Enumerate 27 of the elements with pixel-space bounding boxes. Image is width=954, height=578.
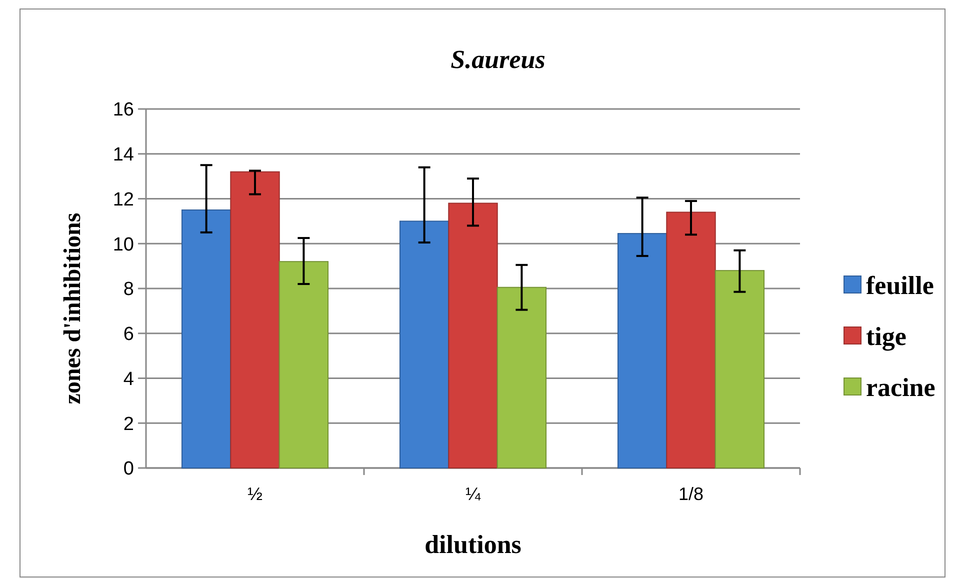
y-tick-label: 8: [123, 279, 134, 300]
y-tick-label: 10: [112, 234, 134, 256]
x-axis-title: dilutions: [424, 530, 522, 559]
bar: [496, 286, 547, 468]
legend-label: racine: [866, 373, 936, 402]
y-axis-title: zones d'inhibitions: [60, 212, 86, 404]
legend-label: feuille: [866, 271, 934, 300]
x-tick-label: ½: [247, 484, 263, 504]
bar: [399, 220, 450, 468]
x-tick-label: ¼: [465, 484, 482, 504]
y-tick-label: 2: [123, 414, 134, 435]
bar: [230, 171, 280, 468]
y-tick-label: 16: [112, 100, 134, 121]
y-tick-label: 0: [123, 458, 134, 480]
bar: [666, 212, 716, 468]
bar: [617, 233, 668, 468]
chart-title: S.aureus: [450, 45, 546, 74]
y-tick-label: 14: [112, 144, 134, 166]
bar: [448, 202, 498, 468]
bar: [278, 261, 329, 468]
bar: [714, 270, 765, 468]
y-tick-label: 4: [123, 368, 134, 390]
y-tick-label: 6: [123, 324, 134, 346]
legend-label: tige: [866, 322, 906, 352]
bar: [181, 209, 232, 468]
y-tick-label: 12: [112, 189, 134, 210]
x-tick-label: 1/8: [678, 484, 704, 504]
